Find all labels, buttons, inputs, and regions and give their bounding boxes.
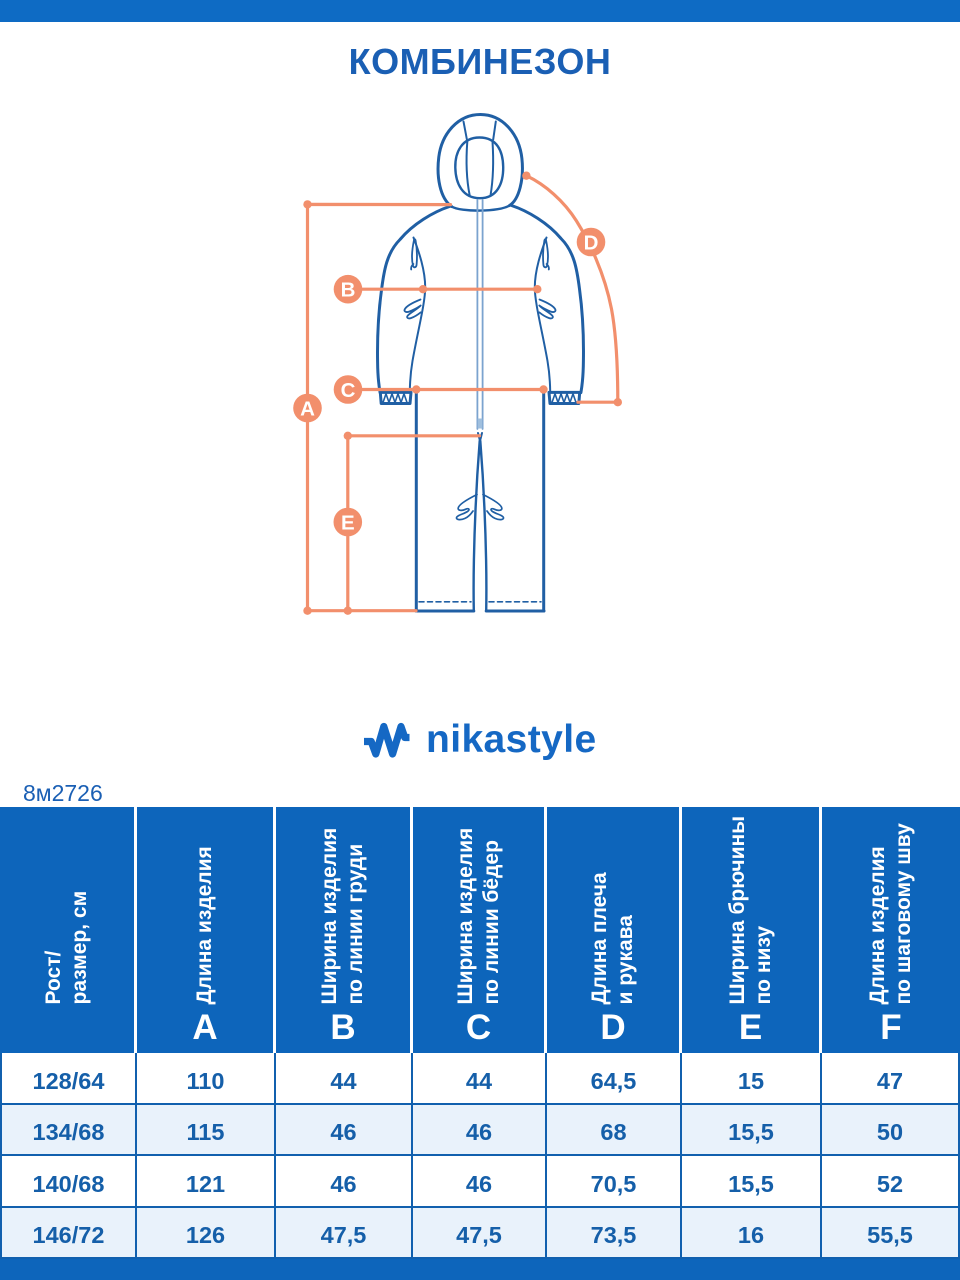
svg-text:E: E	[341, 511, 355, 534]
svg-text:A: A	[300, 397, 315, 420]
svg-text:B: B	[341, 279, 356, 302]
svg-text:C: C	[341, 379, 356, 402]
svg-text:D: D	[584, 231, 599, 254]
